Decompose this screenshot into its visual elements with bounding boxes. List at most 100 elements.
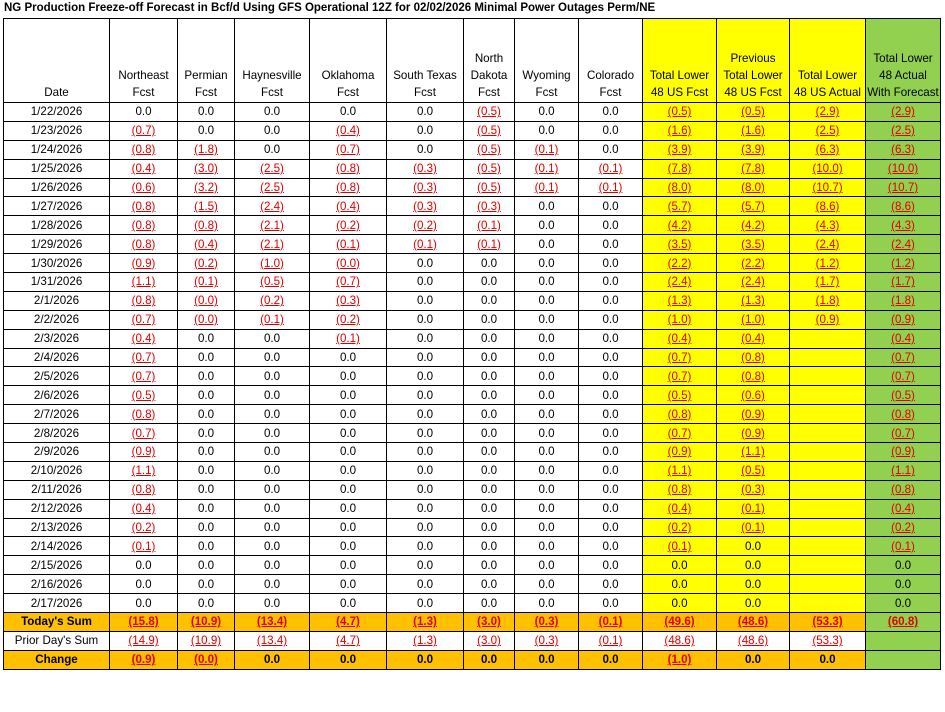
table-cell: 0.0 xyxy=(234,649,310,670)
cell-value: 0.0 xyxy=(339,426,357,440)
cell-value: (0.3) xyxy=(336,294,360,308)
table-cell: 0.0 xyxy=(463,272,515,292)
table-cell: 0.0 xyxy=(578,517,643,538)
cell-value: (1.7) xyxy=(891,275,915,289)
table-cell: (0.9) xyxy=(109,649,178,670)
table-cell: 0.0 xyxy=(463,517,515,538)
table-cell: (1.0) xyxy=(234,253,310,274)
cell-value: 0.0 xyxy=(263,558,281,572)
table-cell: (0.4) xyxy=(865,328,941,349)
cell-value: 0.0 xyxy=(602,464,619,478)
cell-value: 0.0 xyxy=(538,653,555,667)
table-cell: (0.2) xyxy=(642,517,717,538)
row-label: 1/23/2026 xyxy=(3,120,110,141)
table-cell: (0.9) xyxy=(716,423,790,444)
table-row: 1/26/2026 (0.6) (3.2) (2.5) (0.8) (0.3) (0.5) (… xyxy=(3,177,941,198)
table-cell: (2.9) xyxy=(789,102,866,122)
cell-value: 0.0 xyxy=(263,332,281,346)
table-row: 2/2/2026 (0.7) (0.0) (0.1) (0.2) 0.0 0.0 0.0 0.0… xyxy=(3,309,941,330)
cell-value: 2/2/2026 xyxy=(33,313,80,327)
table-cell: 0.0 xyxy=(234,366,310,387)
cell-value: (0.1) xyxy=(741,521,765,535)
table-cell: (1.0) xyxy=(642,649,717,670)
table-cell: (1.1) xyxy=(109,272,178,292)
cell-value: 0.0 xyxy=(197,105,215,119)
table-cell: (0.4) xyxy=(309,120,387,141)
cell-value: 0.0 xyxy=(602,426,619,440)
table-cell: (0.7) xyxy=(109,309,178,330)
cell-value: (0.7) xyxy=(131,124,156,138)
table-cell: (0.5) xyxy=(109,385,178,406)
cell-value: (0.8) xyxy=(667,407,692,421)
table-cell: (0.3) xyxy=(716,479,790,500)
cell-value: (53.3) xyxy=(812,615,843,629)
cell-value: 2/3/2026 xyxy=(33,332,80,346)
table-cell: 0.0 xyxy=(463,460,515,481)
cell-value: 0.0 xyxy=(480,596,498,610)
cell-value: 0.0 xyxy=(602,558,619,572)
table-cell: 0.0 xyxy=(514,555,579,576)
table-row: 2/16/2026 0.0 0.0 0.0 0.0 0.0 0.0 0.0 0.0 0.0 0.0 0… xyxy=(3,574,941,595)
cell-value: (0.4) xyxy=(741,332,765,346)
cell-value: (0.9) xyxy=(131,445,156,459)
table-cell: 0.0 xyxy=(578,347,643,368)
table-cell: 0.0 xyxy=(514,272,579,292)
table-cell: (1.0) xyxy=(642,309,717,330)
cell-value: (3.5) xyxy=(741,237,765,251)
cell-value: 0.0 xyxy=(197,426,215,440)
table-cell: (0.2) xyxy=(177,253,235,274)
cell-value: 0.0 xyxy=(538,332,555,346)
table-cell: 0.0 xyxy=(177,328,235,349)
table-cell: 0.0 xyxy=(578,290,643,311)
cell-value: 0.0 xyxy=(538,407,555,421)
table-row: 1/22/2026 0.0 0.0 0.0 0.0 0.0 (0.5) 0.0 0.0 (0.5)… xyxy=(3,102,941,122)
table-cell: 0.0 xyxy=(514,536,579,557)
cell-value: (0.5) xyxy=(260,275,284,289)
row-label: 1/31/2026 xyxy=(3,272,110,292)
table-cell: 0.0 xyxy=(177,404,235,425)
table-cell: 0.0 xyxy=(177,460,235,481)
cell-value: 0.0 xyxy=(416,653,434,667)
cell-value: (0.8) xyxy=(131,483,156,497)
table-cell: 0.0 xyxy=(463,423,515,444)
cell-value: (0.3) xyxy=(534,615,559,629)
table-cell: 0.0 xyxy=(309,102,387,122)
cell-value: 0.0 xyxy=(416,143,434,157)
column-header: Total Lower 48 US Fcst xyxy=(642,18,717,103)
table-cell: (0.7) xyxy=(309,272,387,292)
table-cell: (2.4) xyxy=(865,234,941,255)
cell-value: (2.4) xyxy=(815,237,840,251)
table-cell: (2.5) xyxy=(234,177,310,198)
cell-value: (6.3) xyxy=(815,143,840,157)
table-cell: 0.0 xyxy=(463,347,515,368)
cell-value: 2/6/2026 xyxy=(33,388,80,402)
cell-value: (1.6) xyxy=(667,124,692,138)
table-cell: (8.0) xyxy=(642,177,717,198)
cell-value: (8.6) xyxy=(815,199,840,213)
table-cell: 0.0 xyxy=(578,555,643,576)
table-cell: (8.0) xyxy=(716,177,790,198)
cell-value: (3.0) xyxy=(477,634,501,648)
cell-value: (14.9) xyxy=(128,634,159,648)
cell-value: 0.0 xyxy=(416,426,434,440)
cell-value: (0.5) xyxy=(131,388,156,402)
row-label: 1/25/2026 xyxy=(3,158,110,179)
table-cell xyxy=(865,649,941,670)
table-cell: 0.0 xyxy=(514,574,579,595)
cell-value: 0.0 xyxy=(538,313,555,327)
cell-value: 0.0 xyxy=(480,388,498,402)
cell-value: 0.0 xyxy=(538,199,555,213)
cell-value: (0.5) xyxy=(477,124,501,138)
cell-value: 2/12/2026 xyxy=(30,502,83,516)
table-cell: (0.1) xyxy=(716,517,790,538)
row-label: Change xyxy=(3,649,110,670)
cell-value: (1.1) xyxy=(131,464,156,478)
table-cell: (53.3) xyxy=(789,630,866,651)
cell-value: (0.7) xyxy=(891,351,915,365)
table-cell: (0.1) xyxy=(514,158,579,179)
table-cell: (1.1) xyxy=(865,460,941,481)
cell-value: 0.0 xyxy=(480,558,498,572)
table-cell: 0.0 xyxy=(463,385,515,406)
cell-value: (0.4) xyxy=(131,502,156,516)
table-cell xyxy=(865,630,941,651)
